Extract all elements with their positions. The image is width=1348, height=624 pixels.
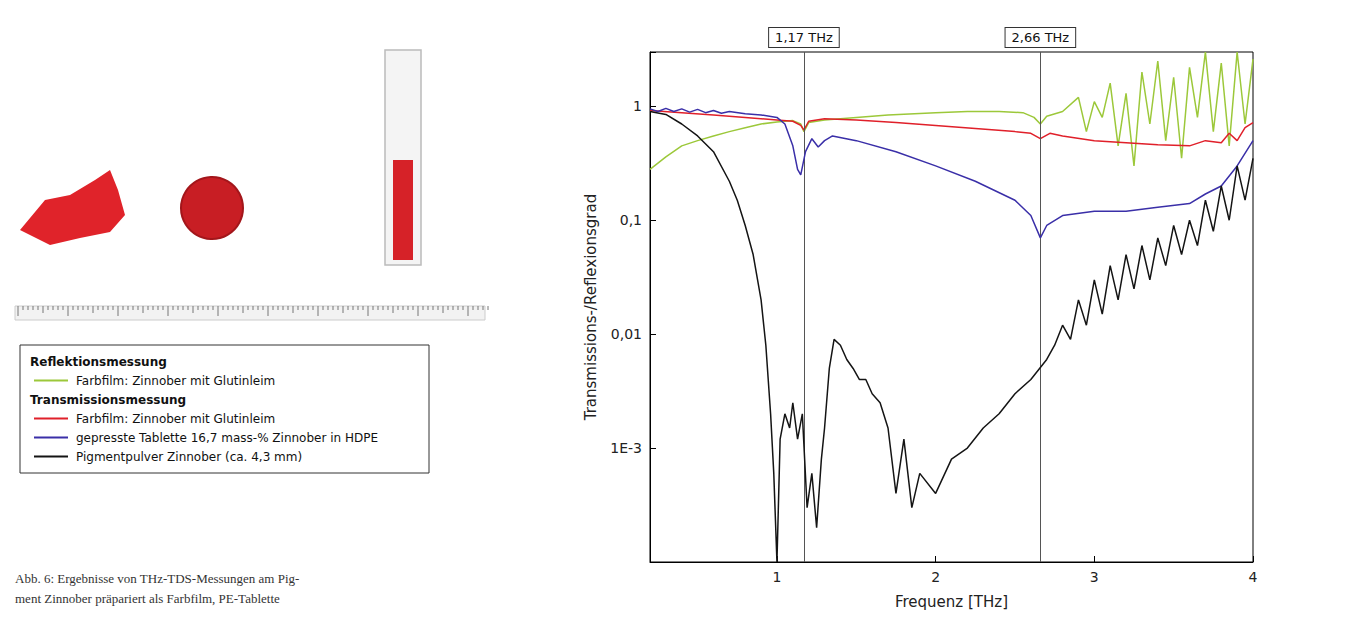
svg-text:Farbfilm: Zinnober mit Glutinl: Farbfilm: Zinnober mit Glutinleim	[76, 412, 275, 426]
svg-text:Abb. 6: Ergebnisse von THz-TDS: Abb. 6: Ergebnisse von THz-TDS-Messungen…	[15, 571, 299, 586]
svg-text:0,01: 0,01	[611, 326, 642, 342]
svg-text:2: 2	[931, 569, 940, 585]
svg-text:Transmissionsmessung: Transmissionsmessung	[30, 393, 186, 407]
svg-text:Pigmentpulver Zinnober (ca. 4,: Pigmentpulver Zinnober (ca. 4,3 mm)	[76, 450, 302, 464]
svg-text:1E-3: 1E-3	[610, 440, 642, 456]
svg-text:Reflektionsmessung: Reflektionsmessung	[30, 355, 167, 369]
svg-text:4: 4	[1249, 569, 1258, 585]
svg-text:ment Zinnober präpariert als F: ment Zinnober präpariert als Farbfilm, P…	[15, 591, 280, 606]
svg-text:1: 1	[633, 98, 642, 114]
svg-text:Farbfilm: Zinnober mit Glutinl: Farbfilm: Zinnober mit Glutinleim	[76, 374, 275, 388]
svg-text:Transmissions-/Reflexionsgrad: Transmissions-/Reflexionsgrad	[582, 194, 600, 422]
svg-text:2,66 THz: 2,66 THz	[1012, 30, 1070, 45]
svg-text:Frequenz [THz]: Frequenz [THz]	[895, 593, 1008, 611]
svg-text:3: 3	[1090, 569, 1099, 585]
svg-text:1,17 THz: 1,17 THz	[775, 30, 833, 45]
svg-text:0,1: 0,1	[620, 212, 642, 228]
svg-text:1: 1	[772, 569, 781, 585]
svg-text:gepresste Tablette 16,7 mass-%: gepresste Tablette 16,7 mass-% Zinnober …	[76, 431, 378, 445]
